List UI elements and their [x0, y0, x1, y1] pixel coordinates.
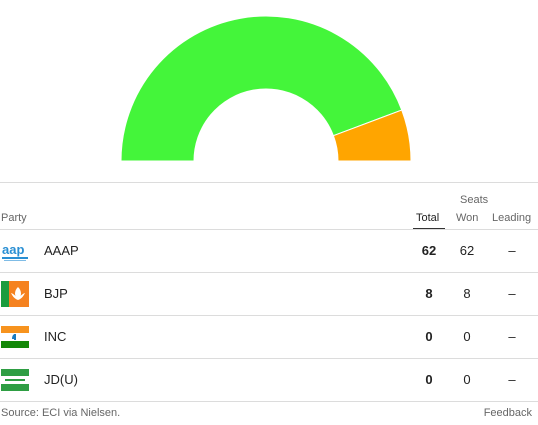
- leading-seats: –: [508, 329, 516, 344]
- header-divider: [0, 229, 538, 230]
- total-seats: 0: [425, 329, 433, 344]
- source-note: Source: ECI via Nielsen.: [1, 407, 121, 419]
- party-name: AAAP: [44, 243, 79, 258]
- party-column-header: Party: [1, 212, 27, 224]
- party-name: JD(U): [44, 372, 78, 387]
- won-seats: 0: [463, 329, 471, 344]
- row-divider: [0, 272, 538, 273]
- total-seats: 8: [425, 286, 433, 301]
- donut-slice-aaap[interactable]: [120, 15, 403, 162]
- seat-share-half-donut-chart: [120, 15, 412, 162]
- table-row[interactable]: INC 0 0 –: [0, 316, 538, 359]
- svg-text:aap: aap: [2, 242, 24, 257]
- row-divider: [0, 315, 538, 316]
- leading-seats: –: [508, 286, 516, 301]
- chart-divider: [0, 182, 538, 183]
- inc-tricolor-flag-icon: [1, 326, 29, 348]
- leading-column-header[interactable]: Leading: [492, 212, 532, 224]
- donut-slice-bjp[interactable]: [332, 109, 412, 162]
- won-seats: 8: [463, 286, 471, 301]
- party-name: BJP: [44, 286, 68, 301]
- table-row[interactable]: aap AAAP 62 62 –: [0, 230, 538, 273]
- aap-logo-icon: aap: [2, 242, 28, 261]
- seats-group-header: Seats: [460, 194, 489, 206]
- leading-seats: –: [508, 372, 516, 387]
- table-row[interactable]: BJP 8 8 –: [0, 273, 538, 316]
- total-seats: 0: [425, 372, 433, 387]
- won-seats: 0: [463, 372, 471, 387]
- table-row[interactable]: JD(U) 0 0 –: [0, 359, 538, 402]
- row-divider: [0, 358, 538, 359]
- jdu-flag-icon: [1, 369, 29, 391]
- won-column-header[interactable]: Won: [456, 212, 479, 224]
- total-seats: 62: [421, 243, 437, 258]
- total-column-header[interactable]: Total: [416, 212, 440, 224]
- leading-seats: –: [508, 243, 516, 258]
- won-seats: 62: [459, 243, 475, 258]
- row-divider: [0, 401, 538, 402]
- party-name: INC: [44, 329, 67, 344]
- bjp-lotus-flag-icon: [1, 281, 29, 307]
- feedback-link[interactable]: Feedback: [483, 407, 532, 419]
